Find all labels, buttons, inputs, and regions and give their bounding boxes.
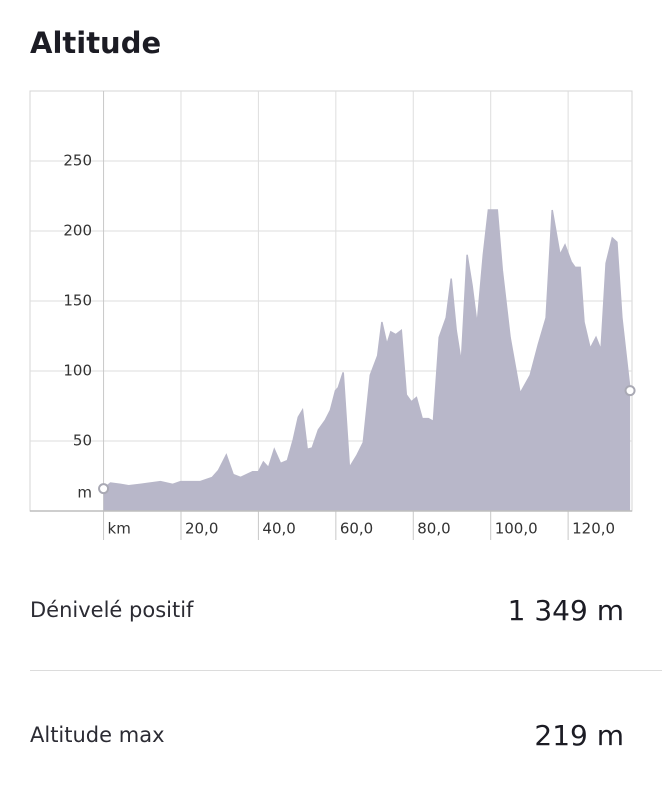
y-unit-label: m <box>77 484 92 502</box>
stat-value: 1 349 m <box>507 593 624 627</box>
end-marker <box>98 483 110 495</box>
x-tick-label: km <box>108 520 131 538</box>
stat-label: Dénivelé positif <box>30 598 194 622</box>
y-tick-label: 200 <box>63 222 92 240</box>
y-tick-label: 150 <box>63 292 92 310</box>
y-tick-label: 250 <box>63 152 92 170</box>
stat-row: Altitude max 219 m <box>30 715 624 755</box>
area-fill <box>103 210 631 511</box>
x-tick-label: 120,0 <box>572 520 615 538</box>
stat-label: Altitude max <box>30 723 165 747</box>
chart: 50 100 150 200 250 mkm 20,0 40,0 60,0 80,0 100,0 12… <box>29 90 636 540</box>
section-title: Altitude <box>30 26 162 60</box>
y-tick-label: 50 <box>73 432 92 450</box>
stat-row: Dénivelé positif 1 349 m <box>30 590 624 630</box>
separator <box>30 670 662 671</box>
x-tick-label: 60,0 <box>340 520 373 538</box>
x-tick-label: 20,0 <box>185 520 218 538</box>
area-line <box>103 209 631 490</box>
y-tick-label: 100 <box>63 362 92 380</box>
x-tick-label: 40,0 <box>262 520 295 538</box>
stat-value: 219 m <box>534 718 624 752</box>
x-tick-label: 100,0 <box>495 520 538 538</box>
end-marker <box>624 385 636 397</box>
x-tick-label: 80,0 <box>417 520 450 538</box>
